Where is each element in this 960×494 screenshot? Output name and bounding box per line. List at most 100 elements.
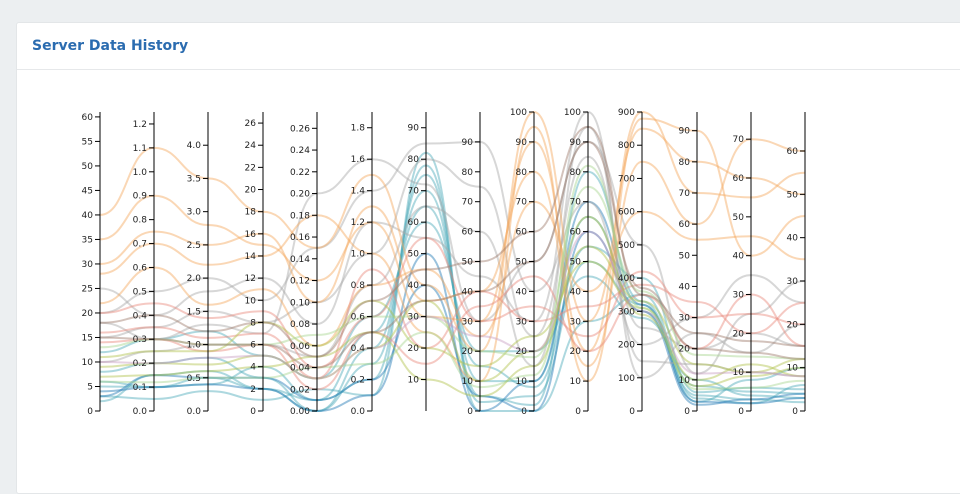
panel-title: Server Data History: [32, 38, 189, 54]
server-data-history-panel: Server Data History: [16, 22, 960, 494]
tick-label: 0.8: [351, 281, 366, 291]
axis-6: 10 20 30 40 50 60 70 80 90: [408, 112, 427, 411]
tick-label: 70: [408, 187, 420, 197]
tick-label: 30: [82, 260, 94, 270]
tick-label: 12: [245, 274, 256, 284]
series-line-18: [99, 236, 806, 369]
tick-label: 70: [679, 189, 691, 199]
tick-label: 1.1: [133, 144, 147, 154]
tick-label: 0.4: [133, 311, 148, 321]
tick-label: 20: [408, 344, 420, 354]
tick-label: 70: [516, 198, 528, 208]
tick-label: 4.0: [187, 141, 202, 151]
series-line-8: [99, 125, 806, 378]
tick-label: 0.2: [133, 359, 147, 369]
tick-label: 6: [250, 341, 256, 351]
tick-label: 400: [618, 274, 635, 284]
tick-label: 0.22: [290, 168, 310, 178]
tick-label: 0: [250, 407, 256, 417]
tick-label: 5: [87, 382, 93, 392]
tick-label: 55: [82, 137, 93, 147]
tick-label: 30: [516, 317, 528, 327]
tick-label: 3.5: [187, 174, 201, 184]
tick-label: 20: [679, 345, 691, 355]
tick-label: 60: [408, 218, 420, 228]
tick-label: 60: [679, 220, 691, 230]
tick-label: 4: [250, 363, 256, 373]
tick-label: 60: [733, 174, 745, 184]
tick-label: 25: [82, 284, 93, 294]
tick-label: 200: [618, 341, 635, 351]
tick-label: 50: [733, 213, 745, 223]
tick-label: 22: [245, 163, 256, 173]
tick-label: 70: [462, 198, 474, 208]
tick-label: 0: [792, 407, 798, 417]
axis-1: 0.0 0.1 0.2 0.3 0.4 0.5 0.6 0.7 0.8 0.9 1.0 1.1 1.2: [133, 112, 155, 417]
tick-label: 600: [618, 208, 635, 218]
tick-label: 90: [408, 124, 420, 134]
tick-label: 100: [510, 108, 527, 118]
tick-label: 20: [570, 347, 582, 357]
tick-label: 45: [82, 186, 93, 196]
tick-label: 0.6: [133, 263, 148, 273]
tick-label: 50: [787, 190, 799, 200]
series-line-6: [99, 200, 806, 413]
axis-4: 0.00 0.02 0.04 0.06 0.08 0.10 0.12 0.14 0.16 0.18…: [290, 112, 318, 417]
tick-label: 0.0: [351, 407, 366, 417]
series-line-0: [99, 164, 806, 404]
tick-label: 10: [462, 377, 474, 387]
tick-label: 0.02: [290, 385, 310, 395]
tick-label: 2.5: [187, 241, 201, 251]
tick-label: 0: [575, 407, 581, 417]
chart-axes: 0510152025303540455055600.00.10.20.30.40…: [82, 108, 806, 417]
tick-label: 1.0: [187, 341, 202, 351]
tick-label: 50: [570, 258, 582, 268]
tick-label: 10: [408, 376, 420, 386]
parallel-coordinates-chart: 0510152025303540455055600.00.10.20.30.40…: [82, 108, 806, 417]
tick-label: 90: [570, 138, 582, 148]
tick-label: 80: [462, 168, 474, 178]
axis-7: 0 10 20 30 40 50 60 70 80 90: [462, 112, 481, 417]
tick-label: 40: [570, 287, 582, 297]
tick-label: 0.06: [290, 342, 310, 352]
tick-label: 10: [516, 377, 528, 387]
tick-label: 0: [629, 407, 635, 417]
tick-label: 0.18: [290, 211, 310, 221]
tick-label: 50: [82, 162, 94, 172]
tick-label: 0.0: [187, 407, 202, 417]
tick-label: 0.12: [290, 277, 310, 287]
tick-label: 16: [245, 230, 257, 240]
axis-0: 0 5 10 15 20 25 30 35 40 45 50 55 60: [82, 112, 101, 417]
tick-label: 20: [516, 347, 528, 357]
series-line-14: [99, 110, 806, 353]
series-line-15: [99, 117, 806, 383]
series-line-27: [99, 140, 806, 369]
tick-label: 0.10: [290, 298, 310, 308]
tick-label: 900: [618, 108, 635, 118]
tick-label: 26: [245, 119, 257, 129]
tick-label: 90: [516, 138, 528, 148]
tick-label: 0: [738, 407, 744, 417]
tick-label: 30: [733, 291, 745, 301]
tick-label: 20: [733, 329, 745, 339]
tick-label: 30: [408, 313, 420, 323]
tick-label: 90: [462, 138, 474, 148]
tick-label: 10: [733, 368, 745, 378]
axis-12: 0 10 20 30 40 50 60 70: [733, 112, 752, 417]
tick-label: 0.04: [290, 364, 310, 374]
axis-2: 0.0 0.5 1.0 1.5 2.0 2.5 3.0 3.5 4.0: [187, 112, 209, 417]
tick-label: 0: [684, 407, 690, 417]
tick-label: 0.5: [133, 287, 147, 297]
tick-label: 10: [787, 364, 799, 374]
tick-label: 10: [679, 376, 691, 386]
tick-label: 0.9: [133, 192, 148, 202]
tick-label: 50: [679, 251, 691, 261]
tick-label: 30: [570, 317, 582, 327]
tick-label: 0.2: [351, 376, 365, 386]
tick-label: 24: [245, 141, 257, 151]
tick-label: 40: [408, 281, 420, 291]
tick-label: 20: [787, 320, 799, 330]
tick-label: 80: [679, 158, 691, 168]
series-line-25: [99, 164, 806, 391]
tick-label: 0.0: [133, 407, 148, 417]
